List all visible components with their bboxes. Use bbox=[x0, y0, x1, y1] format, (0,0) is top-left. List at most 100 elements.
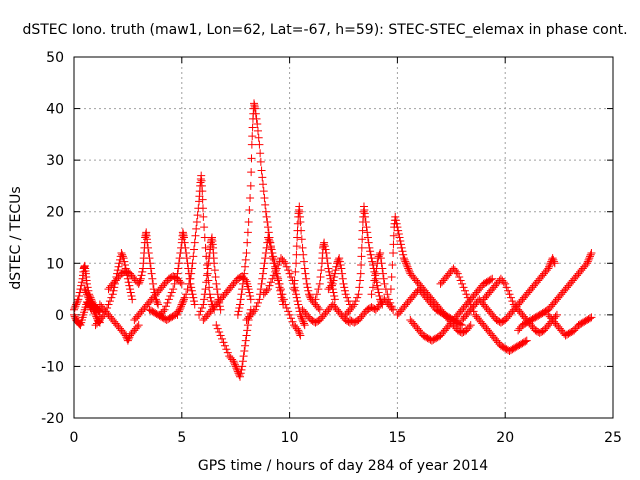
data-point bbox=[389, 240, 398, 249]
data-point bbox=[137, 271, 146, 280]
data-point bbox=[374, 288, 383, 297]
data-point bbox=[402, 261, 411, 270]
data-point bbox=[200, 295, 209, 304]
data-point bbox=[202, 271, 211, 280]
data-point bbox=[386, 285, 395, 294]
data-point bbox=[177, 300, 186, 309]
data-point bbox=[460, 286, 469, 295]
data-point bbox=[306, 293, 315, 302]
data-point bbox=[205, 283, 214, 292]
data-point bbox=[251, 104, 260, 113]
data-point bbox=[362, 223, 371, 232]
data-point bbox=[287, 314, 296, 323]
data-point bbox=[182, 248, 191, 257]
data-point bbox=[265, 281, 274, 290]
data-point bbox=[74, 295, 83, 304]
data-point bbox=[325, 271, 334, 280]
data-point bbox=[86, 298, 95, 307]
data-point bbox=[243, 238, 252, 247]
data-point bbox=[173, 310, 182, 319]
data-point bbox=[354, 290, 363, 299]
data-point bbox=[290, 276, 299, 285]
x-tick-label: 25 bbox=[604, 430, 622, 446]
y-tick-label: 10 bbox=[46, 256, 64, 272]
data-point bbox=[522, 336, 531, 345]
data-point bbox=[255, 295, 264, 304]
data-point bbox=[147, 269, 156, 278]
data-point bbox=[341, 290, 350, 299]
data-point bbox=[374, 252, 383, 261]
data-point bbox=[190, 238, 199, 247]
data-point bbox=[71, 302, 80, 311]
data-point bbox=[371, 269, 380, 278]
data-point bbox=[465, 322, 474, 331]
data-point bbox=[263, 218, 272, 227]
data-point bbox=[315, 305, 324, 314]
data-point bbox=[373, 285, 382, 294]
data-point bbox=[456, 320, 465, 329]
data-point bbox=[143, 238, 152, 247]
data-point bbox=[190, 245, 199, 254]
data-point bbox=[548, 254, 557, 263]
data-point bbox=[83, 291, 92, 300]
data-point bbox=[126, 285, 135, 294]
data-point bbox=[259, 180, 268, 189]
data-point bbox=[248, 123, 257, 132]
x-tick-label: 0 bbox=[70, 430, 79, 446]
data-point bbox=[108, 290, 117, 299]
data-point bbox=[379, 269, 388, 278]
data-point bbox=[508, 297, 517, 306]
data-point bbox=[199, 204, 208, 213]
data-point bbox=[77, 281, 86, 290]
data-point bbox=[256, 149, 265, 158]
data-point bbox=[109, 286, 118, 295]
data-point bbox=[229, 357, 238, 366]
data-point bbox=[550, 259, 559, 268]
data-point bbox=[377, 259, 386, 268]
y-tick-label: 30 bbox=[46, 153, 64, 169]
data-point bbox=[322, 248, 331, 257]
data-point bbox=[251, 109, 260, 118]
data-point bbox=[292, 290, 301, 299]
data-point bbox=[305, 291, 314, 300]
data-point bbox=[405, 267, 414, 276]
data-point bbox=[321, 245, 330, 254]
data-point bbox=[271, 266, 280, 275]
data-point bbox=[179, 295, 188, 304]
data-point bbox=[340, 286, 349, 295]
data-point bbox=[136, 274, 145, 283]
data-point bbox=[366, 247, 375, 256]
data-point bbox=[204, 276, 213, 285]
data-point bbox=[339, 279, 348, 288]
data-point bbox=[169, 285, 178, 294]
data-point bbox=[247, 154, 256, 163]
data-point bbox=[176, 278, 185, 287]
data-point bbox=[380, 279, 389, 288]
data-point bbox=[394, 230, 403, 239]
data-point bbox=[193, 211, 202, 220]
data-point bbox=[128, 295, 137, 304]
data-point bbox=[288, 317, 297, 326]
data-point bbox=[312, 290, 321, 299]
data-point bbox=[299, 317, 308, 326]
data-point bbox=[107, 293, 116, 302]
data-point bbox=[335, 254, 344, 263]
data-point bbox=[167, 288, 176, 297]
data-point bbox=[330, 291, 339, 300]
data-point bbox=[276, 285, 285, 294]
data-point bbox=[251, 305, 260, 314]
data-point bbox=[315, 279, 324, 288]
data-point bbox=[253, 298, 262, 307]
data-point bbox=[357, 261, 366, 270]
data-point bbox=[302, 274, 311, 283]
data-point bbox=[257, 279, 266, 288]
data-point bbox=[243, 321, 252, 330]
data-point bbox=[453, 269, 462, 278]
data-point bbox=[292, 259, 301, 268]
data-point bbox=[378, 264, 387, 273]
data-point bbox=[370, 276, 379, 285]
data-point bbox=[279, 295, 288, 304]
data-point bbox=[396, 240, 405, 249]
data-point bbox=[166, 291, 175, 300]
data-point bbox=[396, 236, 405, 245]
